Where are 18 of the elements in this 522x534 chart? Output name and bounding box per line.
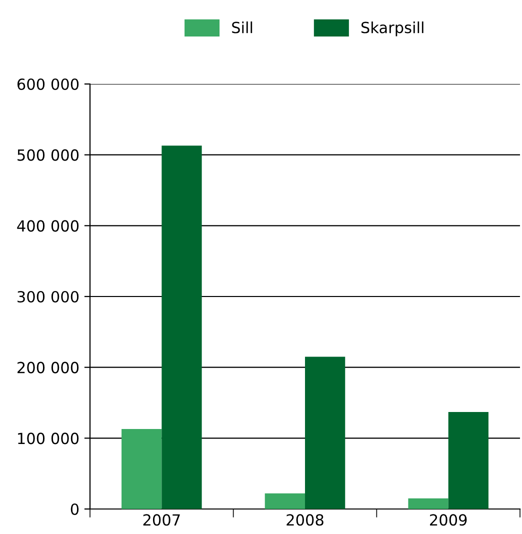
bar	[264, 493, 305, 509]
bar	[305, 356, 346, 509]
bar	[122, 428, 162, 509]
x-tick-label: 2007	[143, 514, 180, 526]
y-tick-label: 400 000	[17, 220, 79, 232]
bar	[162, 146, 202, 509]
legend-label: Skarpsill	[361, 21, 424, 36]
y-tick-label: 200 000	[18, 362, 79, 374]
y-tick-label: 300 000	[18, 290, 79, 303]
y-tick-label: 0	[70, 503, 79, 516]
legend-label: Sill	[232, 21, 252, 34]
y-tick-label: 600 000	[17, 78, 79, 90]
bar	[408, 498, 448, 509]
y-tick-label: 500 000	[18, 149, 79, 161]
y-tick-label: 100 000	[18, 432, 79, 444]
x-tick-label: 2008	[286, 514, 324, 526]
bar	[448, 412, 488, 509]
x-tick-label: 2009	[430, 514, 467, 526]
